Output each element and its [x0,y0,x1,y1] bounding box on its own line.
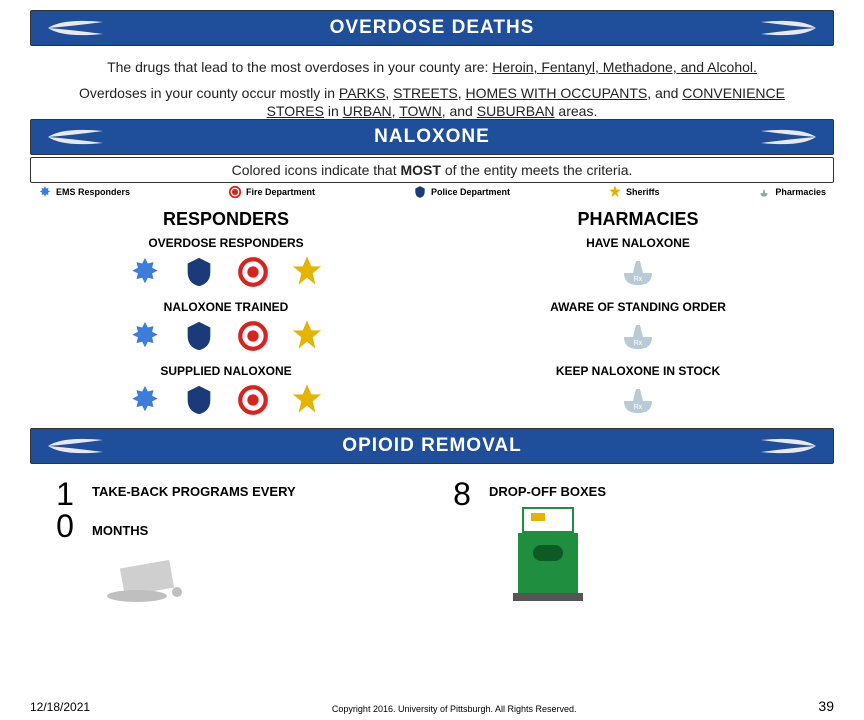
ems-icon [38,185,52,199]
ems-icon [128,383,162,417]
ems-icon [128,255,162,289]
pharmacies-column: PHARMACIES HAVE NALOXONE Rx AWARE OF STA… [442,205,834,428]
legend-pharmacies: Pharmacies [757,185,826,199]
sheriff-icon [608,185,622,199]
mortar-icon: Rx [616,255,660,289]
dropoff-label: DROP-OFF BOXES [489,478,606,499]
feather-icon [751,434,821,458]
svg-text:Rx: Rx [634,340,643,347]
sheriff-icon [290,255,324,289]
icon-row [30,254,422,290]
takeback-label: TAKE-BACK PROGRAMS EVERY [92,478,296,499]
police-icon [182,383,216,417]
responders-column: RESPONDERS OVERDOSE RESPONDERS NALOXONE … [30,205,422,428]
opioid-row: 1 0 TAKE-BACK PROGRAMS EVERY MONTHS 8 DR… [30,472,834,604]
footer-page: 39 [818,698,834,714]
banner-overdose: OVERDOSE DEATHS [30,10,834,46]
fire-icon [236,319,270,353]
fire-icon [236,383,270,417]
banner-title: OVERDOSE DEATHS [330,17,535,38]
svg-text:Rx: Rx [634,276,643,283]
feather-icon [43,125,113,149]
banner-title: OPIOID REMOVAL [342,435,521,456]
feather-icon [751,16,821,40]
ems-icon [128,319,162,353]
footer: 12/18/2021 Copyright 2016. University of… [30,698,834,714]
banner-title: NALOXONE [374,126,490,147]
row-label: OVERDOSE RESPONDERS [30,236,422,250]
responders-title: RESPONDERS [30,209,422,230]
banner-naloxone: NALOXONE [30,119,834,155]
legend-ems: EMS Responders [38,185,130,199]
takeback-number-top: 1 [50,478,80,510]
icon-row: Rx [442,254,834,290]
row-label: NALOXONE TRAINED [30,300,422,314]
icon-row: Rx [442,318,834,354]
dropoff-box-icon [503,503,593,603]
intro-drugs: The drugs that lead to the most overdose… [30,54,834,82]
row-label: HAVE NALOXONE [442,236,834,250]
pharmacies-title: PHARMACIES [442,209,834,230]
feather-icon [751,125,821,149]
row-label: SUPPLIED NALOXONE [30,364,422,378]
pills-pile-icon [92,544,212,604]
dropoff-number: 8 [447,478,477,603]
legend-note: Colored icons indicate that MOST of the … [30,157,834,183]
icon-row: Rx [442,382,834,418]
legend-fire: Fire Department [228,185,315,199]
footer-date: 12/18/2021 [30,700,90,714]
icon-row [30,382,422,418]
mortar-icon: Rx [616,383,660,417]
months-label: MONTHS [92,517,296,538]
pharmacy-icon [757,185,771,199]
legend-sheriffs: Sheriffs [608,185,660,199]
feather-icon [43,16,113,40]
feather-icon [43,434,113,458]
legend-police: Police Department [413,185,510,199]
row-label: KEEP NALOXONE IN STOCK [442,364,834,378]
svg-text:Rx: Rx [634,404,643,411]
police-icon [413,185,427,199]
row-label: AWARE OF STANDING ORDER [442,300,834,314]
sheriff-icon [290,383,324,417]
takeback-number-bottom: 0 [50,510,80,542]
banner-opioid: OPIOID REMOVAL [30,428,834,464]
police-icon [182,319,216,353]
icon-row [30,318,422,354]
mortar-icon: Rx [616,319,660,353]
intro-locations: Overdoses in your county occur mostly in… [30,82,834,120]
fire-icon [228,185,242,199]
fire-icon [236,255,270,289]
footer-copyright: Copyright 2016. University of Pittsburgh… [90,704,818,714]
sheriff-icon [290,319,324,353]
legend-row: EMS Responders Fire Department Police De… [30,183,834,205]
police-icon [182,255,216,289]
